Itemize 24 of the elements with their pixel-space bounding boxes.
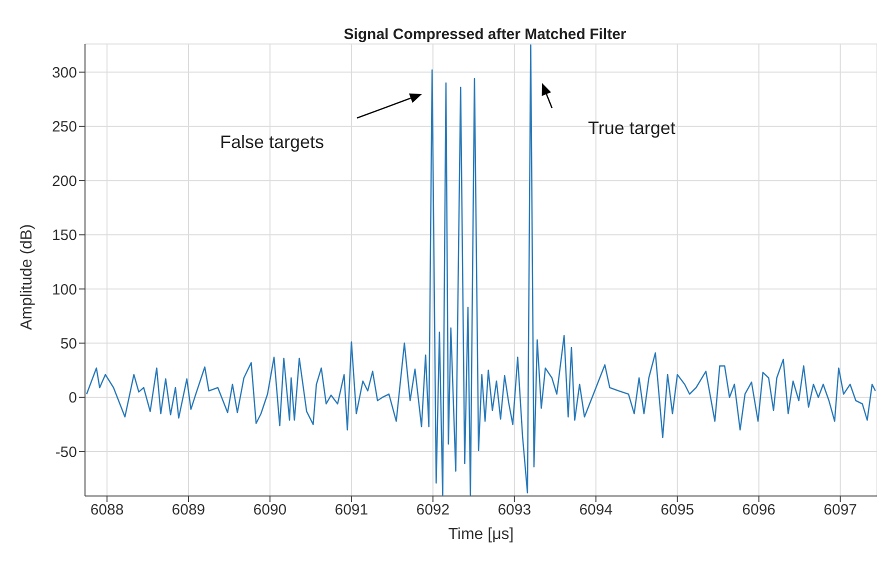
x-tick-label: 6097	[824, 502, 858, 519]
x-axis-title: Time [μs]	[448, 526, 514, 543]
x-tick-label: 6088	[90, 502, 124, 519]
x-tick-label: 6092	[416, 502, 450, 519]
y-tick-label: 200	[52, 172, 77, 190]
y-tick-label: -50	[55, 444, 77, 461]
y-axis-title: Amplitude (dB)	[18, 224, 36, 330]
annotation: True target	[588, 118, 676, 138]
x-tick-label: 6089	[172, 502, 206, 519]
x-tick-label: 6091	[334, 502, 368, 519]
chart-title: Signal Compressed after Matched Filter	[342, 26, 628, 43]
y-tick-label: 300	[52, 64, 77, 82]
y-tick-label: 150	[52, 227, 77, 244]
y-tick-label: 50	[60, 335, 77, 352]
y-tick-label: 100	[52, 281, 77, 298]
x-tick-label: 6096	[742, 502, 776, 519]
x-tick-label: 6095	[660, 502, 694, 519]
line-series	[86, 44, 876, 496]
y-tick-label: 0	[68, 390, 77, 407]
x-tick-label: 6093	[498, 502, 532, 519]
annotation: False targets	[220, 132, 324, 152]
y-tick-label: 250	[52, 118, 77, 136]
x-tick-label: 6090	[253, 502, 287, 519]
x-tick-label: 6094	[579, 502, 613, 519]
